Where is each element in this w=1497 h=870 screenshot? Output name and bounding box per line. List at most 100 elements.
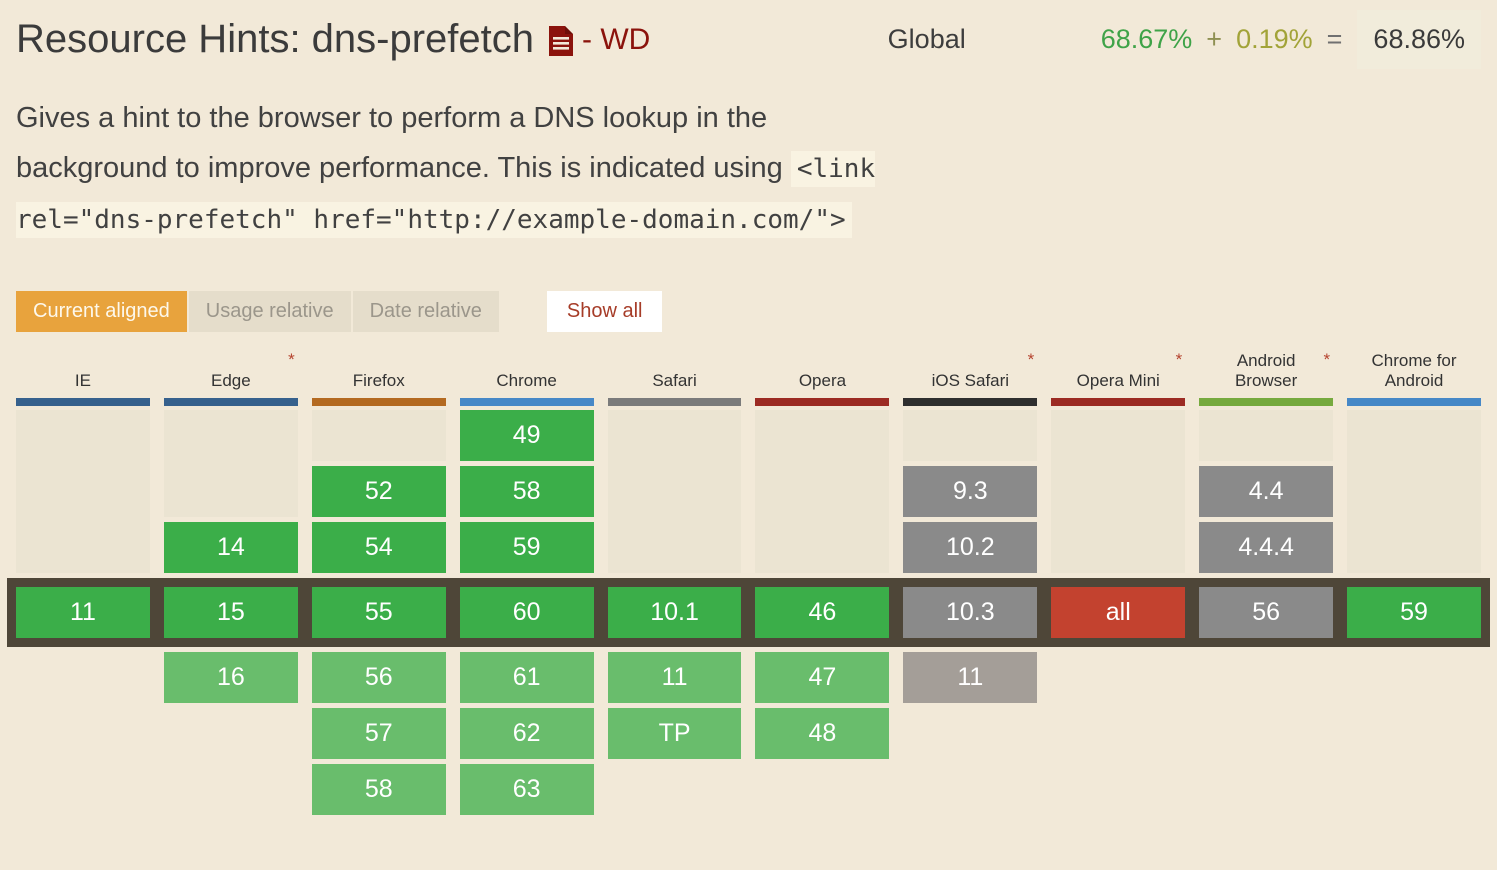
support-cell-chrome-60[interactable]: 60: [459, 587, 594, 638]
support-cell-empty: [163, 410, 298, 461]
browser-name: Opera: [798, 371, 847, 390]
browser-header-android-browser: Android Browser *: [1199, 350, 1334, 406]
browser-name: Edge: [210, 371, 251, 390]
browser-note-asterisk: *: [1175, 350, 1183, 369]
support-row-past-2: 52 58 9.3 4.4: [16, 466, 1481, 517]
support-table: IE Edge * Firefox Chrome Safari Opera iOS Safar…: [7, 350, 1490, 815]
support-cell-android-browser-4-4-4[interactable]: 4.4.4: [1199, 522, 1334, 573]
support-cell-chrome-59[interactable]: 59: [459, 522, 594, 573]
feature-page: Resource Hints: dns-prefetch - WD Global…: [7, 10, 1490, 815]
support-cell-empty: [1051, 410, 1186, 461]
usage-full-support: 68.67%: [1100, 24, 1193, 54]
browser-color-bar: [903, 398, 1038, 406]
support-cell-empty: [16, 410, 150, 461]
support-cell-edge-14[interactable]: 14: [163, 522, 298, 573]
support-cell-firefox-56[interactable]: 56: [311, 652, 446, 703]
support-cell-firefox-54[interactable]: 54: [311, 522, 446, 573]
support-cell-firefox-57[interactable]: 57: [311, 708, 446, 759]
spec-document-icon: [548, 25, 574, 57]
support-cell-opera-48[interactable]: 48: [755, 708, 890, 759]
feature-header: Resource Hints: dns-prefetch - WD Global…: [16, 10, 1481, 69]
support-cell-empty: [1199, 410, 1334, 461]
support-cell-empty: [607, 410, 742, 461]
browser-note-asterisk: *: [1323, 350, 1331, 369]
support-cell-empty: [311, 410, 446, 461]
support-cell-empty: [1347, 410, 1481, 461]
page-title: Resource Hints: dns-prefetch: [16, 17, 535, 61]
support-cell-empty: [1347, 522, 1481, 573]
support-cell-empty: [755, 522, 890, 573]
show-all-button[interactable]: Show all: [546, 291, 663, 332]
description-text: Gives a hint to the browser to perform a…: [16, 102, 791, 184]
browser-header-row: IE Edge * Firefox Chrome Safari Opera iOS Safar…: [16, 350, 1481, 406]
spec-status-link[interactable]: - WD: [582, 22, 651, 56]
support-cell-safari-10-1[interactable]: 10.1: [607, 587, 742, 638]
browser-header-opera-mini: Opera Mini *: [1051, 350, 1186, 406]
browser-color-bar: [1199, 398, 1334, 406]
support-cell-chrome-58[interactable]: 58: [459, 466, 594, 517]
support-cell-ios-safari-10-3[interactable]: 10.3: [903, 587, 1038, 638]
global-usage: Global 68.67% + 0.19% = 68.86%: [888, 10, 1481, 69]
support-cell-chrome-61[interactable]: 61: [459, 652, 594, 703]
tab-date-relative[interactable]: Date relative: [352, 291, 499, 332]
browser-note-asterisk: *: [288, 350, 295, 369]
support-cell-chrome-62[interactable]: 62: [459, 708, 594, 759]
support-cell-android-browser-56[interactable]: 56: [1199, 587, 1334, 638]
tab-current-aligned[interactable]: Current aligned: [16, 291, 187, 332]
browser-name: IE: [74, 371, 91, 390]
usage-partial-support: 0.19%: [1236, 24, 1313, 54]
view-controls: Current aligned Usage relative Date rela…: [16, 291, 1481, 332]
usage-label: Global: [887, 24, 966, 54]
browser-color-bar: [459, 398, 594, 406]
support-cell-edge-15[interactable]: 15: [163, 587, 298, 638]
support-cell-empty: [1051, 466, 1186, 517]
support-cell-chrome-49[interactable]: 49: [459, 410, 594, 461]
support-cell-edge-16[interactable]: 16: [163, 652, 298, 703]
browser-header-edge: Edge *: [163, 350, 298, 406]
support-row-past-1: 14 54 59 10.2 4.4.4: [16, 522, 1481, 573]
support-cell-chrome-63[interactable]: 63: [459, 764, 594, 815]
browser-name: iOS Safari: [931, 371, 1010, 390]
browser-color-bar: [163, 398, 298, 406]
support-cell-opera-46[interactable]: 46: [755, 587, 890, 638]
browser-color-bar: [607, 398, 742, 406]
browser-color-bar: [16, 398, 150, 406]
browser-name: Chrome: [496, 371, 557, 390]
support-row-future-3: 58 63: [16, 764, 1481, 815]
support-cell-firefox-55[interactable]: 55: [311, 587, 446, 638]
support-cell-empty: [1051, 522, 1186, 573]
browser-name: Android Browser: [1234, 351, 1298, 390]
support-cell-ios-safari-10-2[interactable]: 10.2: [903, 522, 1038, 573]
support-cell-empty: [903, 410, 1038, 461]
tab-usage-relative[interactable]: Usage relative: [188, 291, 351, 332]
browser-name: Safari: [652, 371, 697, 390]
support-cell-ie-11[interactable]: 11: [16, 587, 150, 638]
browser-header-chrome: Chrome: [459, 350, 594, 406]
support-cell-ios-safari-9-3[interactable]: 9.3: [903, 466, 1038, 517]
browser-color-bar: [755, 398, 890, 406]
support-cell-empty: [607, 466, 742, 517]
support-cell-opera-47[interactable]: 47: [755, 652, 890, 703]
support-cell-safari-tp[interactable]: TP: [607, 708, 742, 759]
support-cell-firefox-52[interactable]: 52: [311, 466, 446, 517]
browser-color-bar: [1347, 398, 1481, 406]
current-version-band: 11 15 55 60 10.1 46 10.3 all 56 59: [7, 578, 1490, 647]
browser-note-asterisk: *: [1027, 350, 1035, 369]
support-row-current: 11 15 55 60 10.1 46 10.3 all 56 59: [16, 587, 1481, 638]
support-cell-android-browser-4-4[interactable]: 4.4: [1199, 466, 1334, 517]
browser-name: Firefox: [352, 371, 405, 390]
support-cell-firefox-58[interactable]: 58: [311, 764, 446, 815]
browser-header-ie: IE: [16, 350, 150, 406]
support-cell-safari-11[interactable]: 11: [607, 652, 742, 703]
support-cell-empty: [607, 522, 742, 573]
usage-plus-sign: +: [1206, 24, 1223, 54]
support-cell-ios-safari-11[interactable]: 11: [903, 652, 1038, 703]
support-cell-opera-mini-all[interactable]: all: [1051, 587, 1186, 638]
browser-header-opera: Opera: [755, 350, 890, 406]
usage-total: 68.86%: [1357, 10, 1481, 69]
support-cell-empty: [163, 466, 298, 517]
browser-header-ios-safari: iOS Safari *: [903, 350, 1038, 406]
support-cell-empty: [755, 466, 890, 517]
usage-equals-sign: =: [1326, 24, 1343, 54]
support-cell-chrome-for-android-59[interactable]: 59: [1347, 587, 1481, 638]
